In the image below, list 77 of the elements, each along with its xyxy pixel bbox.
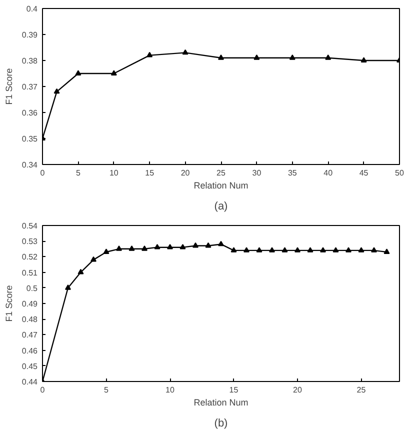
point <box>54 88 60 94</box>
y-tick-label: 0.39 <box>22 30 38 40</box>
point <box>325 54 332 60</box>
x-tick-label: 15 <box>229 386 239 394</box>
y-tick-label: 0.34 <box>22 160 38 170</box>
point <box>256 247 262 252</box>
x-tick-label: 10 <box>109 168 119 178</box>
point <box>142 246 148 251</box>
x-tick-label: 15 <box>145 168 155 178</box>
point <box>154 244 160 250</box>
y-tick-label: 0.47 <box>22 330 38 340</box>
point <box>289 54 296 60</box>
x-tick-label: 20 <box>293 386 302 394</box>
point <box>218 240 224 246</box>
x-tick-label: 30 <box>252 168 262 178</box>
point <box>180 244 186 250</box>
x-axis-title: Relation Num <box>194 180 248 190</box>
y-tick-label: 0.45 <box>22 362 38 371</box>
point <box>346 247 352 252</box>
y-tick-label: 0.52 <box>22 252 38 262</box>
x-tick-label: 5 <box>104 386 110 394</box>
y-tick-label: 0.44 <box>22 378 38 386</box>
x-tick-label: 50 <box>395 168 404 178</box>
point <box>332 247 339 252</box>
x-tick-label: 25 <box>216 168 226 178</box>
point <box>75 70 82 76</box>
point <box>320 247 326 252</box>
x-tick-label: 0 <box>40 168 46 178</box>
y-tick-label: 0.37 <box>22 82 38 92</box>
x-tick-label: 20 <box>180 168 190 178</box>
y-tick-label: 0.5 <box>26 284 38 293</box>
point <box>192 242 198 248</box>
point <box>128 246 135 251</box>
point <box>146 52 153 58</box>
y-tick-label: 0.49 <box>22 300 38 308</box>
x-tick-label: 5 <box>76 168 81 178</box>
y-tick-label: 0.48 <box>22 315 38 324</box>
point <box>167 244 173 250</box>
point <box>282 247 288 252</box>
point <box>230 247 237 252</box>
point <box>384 248 390 254</box>
point <box>90 256 96 262</box>
x-tick-label: 35 <box>288 168 298 178</box>
text: (b) <box>214 418 228 430</box>
point <box>294 247 300 252</box>
point <box>116 246 122 251</box>
point <box>360 57 367 62</box>
y-tick-label: 0.36 <box>22 108 38 118</box>
y-tick-label: 0.46 <box>22 346 38 356</box>
y-tick-label: 0.4 <box>26 4 38 14</box>
y-tick-label: 0.35 <box>22 134 38 144</box>
text: (a) <box>214 200 228 212</box>
y-tick-label: 0.38 <box>22 56 38 66</box>
point <box>110 70 117 76</box>
point <box>182 49 188 55</box>
point <box>358 247 364 252</box>
x-tick-label: 25 <box>356 386 366 394</box>
point <box>205 242 212 248</box>
x-tick-label: 10 <box>166 386 175 394</box>
y-tick-label: 0.54 <box>22 222 38 230</box>
point <box>78 268 84 274</box>
point <box>371 247 377 252</box>
x-tick-label: 45 <box>359 168 369 178</box>
x-tick-label: 40 <box>324 168 334 178</box>
point <box>103 248 110 254</box>
x-axis-title: Relation Num <box>194 398 248 408</box>
y-tick-label: 0.53 <box>22 237 38 246</box>
y-axis-title: F1 Score <box>4 68 14 105</box>
x-tick-label: 0 <box>40 386 46 394</box>
point <box>254 54 260 60</box>
point <box>244 247 250 252</box>
point <box>269 247 275 252</box>
point <box>218 54 224 60</box>
y-tick-label: 0.51 <box>22 268 38 278</box>
point <box>307 247 314 252</box>
point <box>65 284 71 290</box>
y-axis-title: F1 Score <box>4 285 14 322</box>
